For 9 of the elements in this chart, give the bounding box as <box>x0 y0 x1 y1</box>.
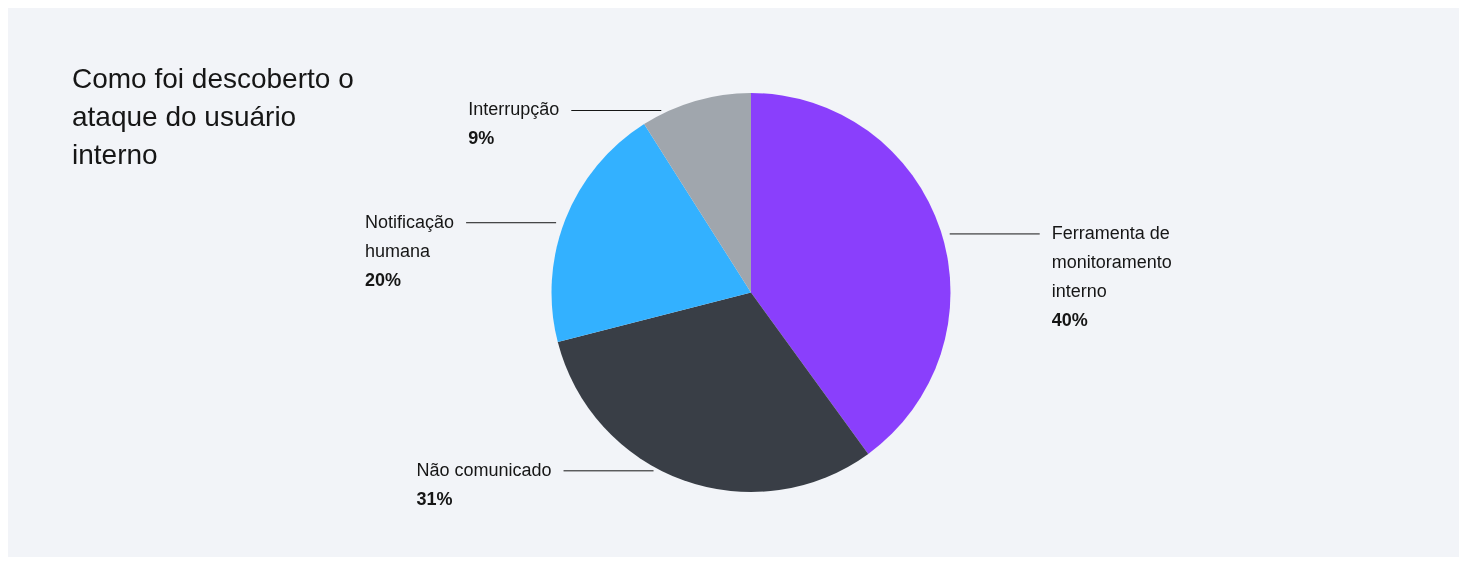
chart-title: Como foi descoberto o ataque do usuário interno <box>72 62 355 172</box>
data-label: 31% <box>416 488 453 509</box>
slice-label: Notificação humana <box>365 211 455 261</box>
data-label: 20% <box>365 269 402 290</box>
slice-label: Interrupção <box>468 99 560 120</box>
data-label: 40% <box>1051 309 1088 330</box>
slice-label: Ferramenta de monitoramento interno <box>1051 222 1172 301</box>
data-label: 9% <box>468 128 495 149</box>
slice-label: Não comunicado <box>416 459 552 480</box>
